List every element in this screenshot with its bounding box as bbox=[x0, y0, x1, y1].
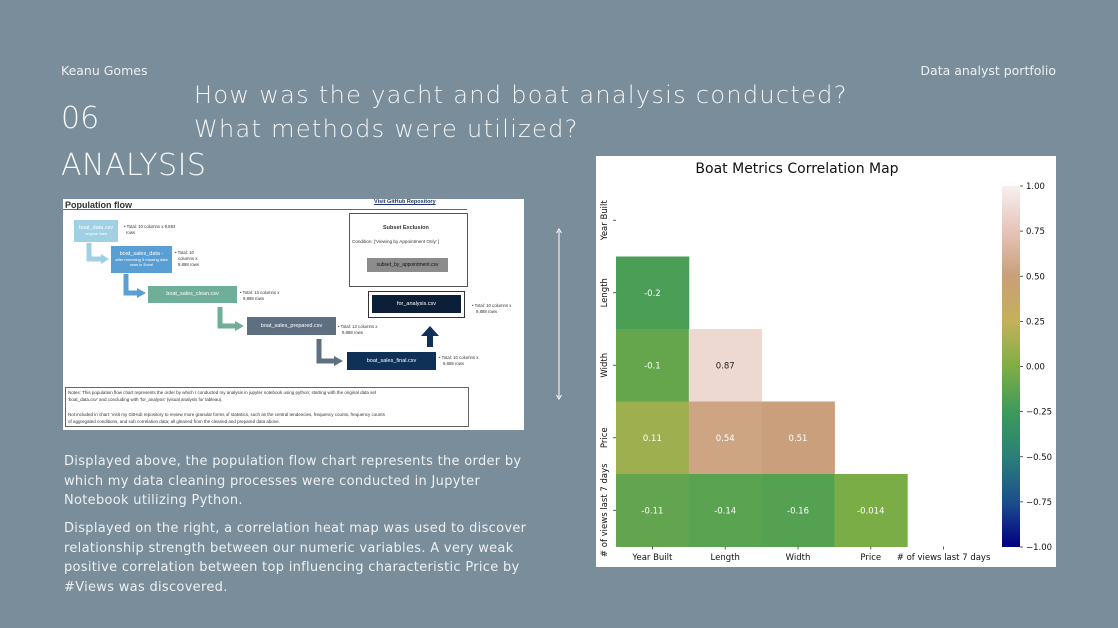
heatmap-cell-label: 0.11 bbox=[643, 434, 662, 444]
flow-step-6-note: • Total: 10 columns x bbox=[472, 303, 512, 308]
flow-step-5-note-2: 9,888 rows bbox=[443, 361, 465, 366]
heatmap-cell-label: -0.11 bbox=[641, 506, 663, 516]
correlation-heatmap: Boat Metrics Correlation Map -0.2 -0.1 0.8… bbox=[596, 156, 1056, 567]
flow-step-2-label: boat_sales_data - bbox=[119, 251, 164, 258]
heatmap-cell bbox=[688, 329, 763, 402]
colorbar bbox=[1002, 186, 1020, 547]
flow-step-2-note-3: 9,888 rows bbox=[178, 262, 200, 267]
flow-step-1-note: • Total: 10 columns x 9,893 bbox=[124, 224, 176, 229]
heatmap-cell-label: -0.14 bbox=[714, 506, 736, 516]
heatmap-col-label: Width bbox=[786, 553, 811, 563]
flow-step-5-note: • Total: 10 columns x bbox=[439, 355, 479, 360]
heatmap-cell bbox=[761, 474, 835, 547]
flow-step-6-frame bbox=[368, 291, 465, 318]
flow-step-3-note: • Total: 13 columns x bbox=[240, 290, 280, 295]
heatmap-col-label: Price bbox=[860, 553, 881, 563]
heatmap-cell bbox=[834, 474, 908, 547]
heatmap-cell bbox=[616, 401, 690, 475]
heatmap-cell bbox=[688, 474, 763, 547]
heatmap-row-label: Width bbox=[600, 353, 610, 378]
flow-title-rule bbox=[63, 209, 467, 210]
heatmap-cell bbox=[616, 329, 690, 402]
flow-step-2-note-2: columns x bbox=[178, 256, 198, 261]
flow-arrows bbox=[86, 243, 439, 366]
section-number: 06 bbox=[61, 101, 100, 136]
subset-title: Subset Exclusion bbox=[383, 225, 429, 231]
flow-notes-line-1: Notes: This population flow chart repres… bbox=[68, 390, 377, 395]
colorbar-tick-label: 0.50 bbox=[1026, 272, 1045, 282]
question-line-1: How was the yacht and boat analysis cond… bbox=[194, 81, 848, 109]
description-paragraph-2: Displayed on the right, a correlation he… bbox=[64, 521, 527, 595]
heatmap-col-label: Length bbox=[711, 553, 740, 563]
colorbar-tick-label: 0.25 bbox=[1026, 317, 1045, 327]
flow-step-1: boat_data.csv original data bbox=[74, 220, 118, 242]
flow-step-3-label: boat_sales_clean.csv bbox=[166, 291, 219, 298]
heatmap-title: Boat Metrics Correlation Map bbox=[695, 161, 898, 177]
flow-step-4-note: • Total: 13 columns x bbox=[338, 324, 378, 329]
heatmap-cell bbox=[688, 401, 763, 475]
heatmap-cell-label: 0.51 bbox=[789, 434, 808, 444]
colorbar-tick-label: 0.75 bbox=[1026, 227, 1045, 237]
flow-step-4-label: boat_sales_prepared.csv bbox=[260, 322, 323, 329]
flow-step-4: boat_sales_prepared.csv bbox=[247, 317, 336, 335]
vertical-double-arrow-icon bbox=[556, 228, 562, 400]
description-paragraph-1: Displayed above, the population flow cha… bbox=[64, 454, 522, 508]
flow-step-2-note: • Total: 10 bbox=[175, 250, 194, 255]
subset-condition: Condition: ['Viewing by Appointment Only… bbox=[352, 239, 440, 244]
heatmap-col-label: Year Built bbox=[631, 553, 673, 563]
github-link[interactable]: Visit GitHub Repository bbox=[374, 199, 436, 205]
colorbar-tick-label: −0.75 bbox=[1026, 498, 1052, 508]
flow-step-2: boat_sales_data - after removing 5 missi… bbox=[111, 246, 172, 273]
heatmap-cell bbox=[761, 401, 835, 475]
subset-file-box: subset_by_appointment.csv bbox=[367, 258, 448, 272]
population-flow-image: Population flow Visit GitHub Repository … bbox=[63, 199, 524, 430]
heatmap-cell-label: -0.1 bbox=[644, 361, 661, 371]
flow-step-4-note-2: 9,888 rows bbox=[342, 330, 364, 335]
flow-step-1-note-2: rows bbox=[126, 230, 136, 235]
question-line-2: What methods were utilized? bbox=[194, 115, 579, 143]
flow-notes-box bbox=[65, 387, 469, 427]
flow-step-5: boat_sales_final.csv bbox=[347, 352, 436, 370]
flow-step-3: boat_sales_clean.csv bbox=[148, 286, 237, 303]
heatmap-cell-label: 0.87 bbox=[716, 361, 735, 371]
flow-step-5-label: boat_sales_final.csv bbox=[366, 357, 417, 364]
colorbar-tick-label: −0.50 bbox=[1026, 453, 1052, 463]
flow-step-2-sub: after removing 5 missing data rows in Ex… bbox=[115, 257, 168, 267]
heatmap-cell-label: -0.16 bbox=[787, 506, 809, 516]
flow-notes-line-2: 'boat_data.csv' and concluding with 'for… bbox=[68, 397, 223, 402]
flow-step-6-label: for_analysis.csv bbox=[396, 300, 437, 307]
flow-notes-line-3: Not included in chart: Visit my GitHub r… bbox=[68, 412, 385, 417]
flow-step-6-note-2: 9,888 rows bbox=[476, 309, 498, 314]
heatmap-cell-label: 0.54 bbox=[716, 434, 735, 444]
flow-title: Population flow bbox=[65, 200, 132, 210]
flow-step-1-label: boat_data.csv bbox=[78, 225, 114, 232]
flow-step-6: for_analysis.csv bbox=[372, 295, 461, 313]
portfolio-label: Data analyst portfolio bbox=[920, 63, 1056, 78]
heatmap-row-label: Price bbox=[600, 427, 610, 448]
colorbar-tick-label: 1.00 bbox=[1026, 182, 1045, 192]
heatmap-row-label: Year Built bbox=[600, 200, 610, 242]
author-name: Keanu Gomes bbox=[61, 63, 148, 78]
colorbar-tick-label: −1.00 bbox=[1026, 543, 1052, 553]
heatmap-row-label: Length bbox=[600, 278, 610, 307]
heatmap-row-label: # of views last 7 days bbox=[600, 463, 610, 557]
flow-notes-line-4: of aggregated conditions, and sub correl… bbox=[68, 419, 280, 424]
colorbar-tick-label: −0.25 bbox=[1026, 408, 1052, 418]
heatmap-cell bbox=[616, 256, 690, 330]
flow-step-3-note-2: 9,888 rows bbox=[243, 296, 265, 301]
heatmap-cell-label: -0.014 bbox=[857, 506, 884, 516]
flow-step-1-sub: original data bbox=[85, 230, 107, 236]
heatmap-canvas: Boat Metrics Correlation Map -0.2 -0.1 0.8… bbox=[600, 161, 1052, 563]
colorbar-tick-label: 0.00 bbox=[1026, 363, 1045, 373]
heatmap-cell-label: -0.2 bbox=[644, 289, 661, 299]
heatmap-col-label: # of views last 7 days bbox=[897, 553, 991, 563]
heatmap-cell bbox=[616, 474, 690, 547]
subset-exclusion-box bbox=[349, 213, 468, 287]
section-title: ANALYSIS bbox=[61, 148, 207, 183]
